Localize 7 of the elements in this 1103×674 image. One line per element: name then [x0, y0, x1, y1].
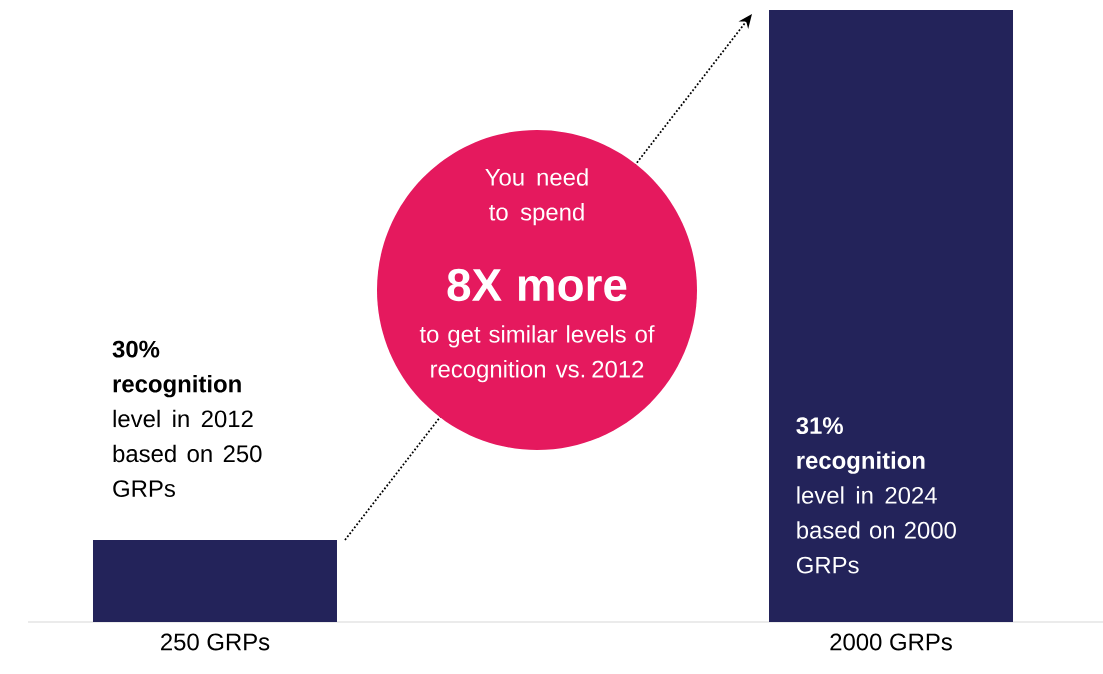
annotation: 30% recognition level in 2012 based on 250 GRPs — [112, 340, 262, 498]
annotation: 8X more — [447, 268, 627, 302]
x-tick-label: 2000 GRPs — [830, 633, 952, 651]
annotation: to get similar levels of recognition vs. 2012 — [419, 325, 655, 383]
annotation: You need to spend — [485, 168, 588, 226]
annotation: 31% recognition level in 2024 based on 2000 GRPs — [796, 417, 956, 574]
x-tick-label: 250 GRPs — [161, 633, 270, 651]
